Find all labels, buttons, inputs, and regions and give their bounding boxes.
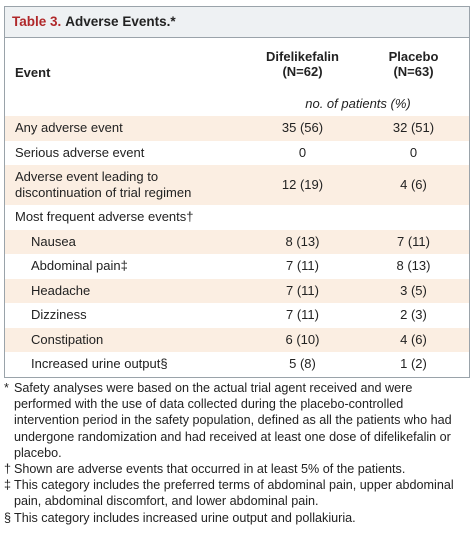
cell: 6 (10) xyxy=(247,327,358,352)
table-row: Most frequent adverse events† xyxy=(5,205,469,230)
row-label: Serious adverse event xyxy=(15,144,145,160)
group-name: Difelikefalin xyxy=(266,49,339,64)
footnote: ‡ This category includes the preferred te… xyxy=(4,477,470,509)
footnote-mark: † xyxy=(4,462,12,477)
footnote-mark: ‡ xyxy=(4,478,12,493)
group-n: (N=63) xyxy=(393,64,434,79)
cell: 8 (13) xyxy=(247,229,358,254)
cell: 7 (11) xyxy=(286,258,319,274)
empty-cell xyxy=(247,205,358,230)
row-label: Dizziness xyxy=(31,307,87,323)
table-label: Table 3. xyxy=(12,14,62,29)
units-cell: no. of patients (%) xyxy=(305,95,411,111)
units-row: no. of patients (%) xyxy=(5,90,469,116)
row-label: Headache xyxy=(5,278,247,303)
header-cell: Event xyxy=(5,38,247,90)
table-row: Dizziness 7 (11) 2 (3) xyxy=(5,303,469,328)
row-label: Abdominal pain‡ xyxy=(31,258,128,274)
group-n: (N=62) xyxy=(282,64,323,79)
cell: 5 (8) xyxy=(289,356,316,372)
footnote: * Safety analyses were based on the actua… xyxy=(4,380,470,461)
cell: 4 (6) xyxy=(358,165,469,205)
header-text: Event xyxy=(15,64,51,80)
cell: 3 (5) xyxy=(358,278,469,303)
table-row: Serious adverse event 0 0 xyxy=(5,141,469,166)
cell: 32 (51) xyxy=(358,116,469,141)
cell: 35 (56) xyxy=(247,116,358,141)
table: Event Difelikefalin (N=62) Placebo (N=63) no.… xyxy=(5,38,469,377)
header-cell: Placebo (N=63) xyxy=(358,38,469,90)
row-label: Constipation xyxy=(5,327,247,352)
footnote: † Shown are adverse events that occurred … xyxy=(4,461,470,477)
cell: 7 (11) xyxy=(358,229,469,254)
empty-cell xyxy=(358,205,469,230)
cell: 7 (11) xyxy=(247,278,358,303)
table-row: Increased urine output§ 5 (8) 1 (2) xyxy=(5,352,469,377)
footnotes: * Safety analyses were based on the actua… xyxy=(4,380,470,526)
table-row: Any adverse event 35 (56) 32 (51) xyxy=(5,116,469,141)
cell: 8 (13) xyxy=(396,258,431,274)
cell: 0 xyxy=(298,144,307,160)
row-label: Any adverse event xyxy=(5,116,247,141)
table-row: Adverse event leading to discontinuation… xyxy=(5,165,469,205)
table-frame: Table 3. Adverse Events.* Event Difelikefa… xyxy=(4,6,470,378)
table-row: Headache 7 (11) 3 (5) xyxy=(5,278,469,303)
row-label: Increased urine output§ xyxy=(31,356,168,372)
title-bar: Table 3. Adverse Events.* xyxy=(5,7,469,38)
cell: 7 (11) xyxy=(286,307,319,323)
footnote-text: Shown are adverse events that occurred i… xyxy=(14,462,406,477)
spacer xyxy=(5,90,247,116)
table-title: Adverse Events.* xyxy=(65,14,176,29)
cell: 0 xyxy=(409,144,418,160)
group-name: Placebo xyxy=(388,49,439,64)
footnote-text: This category includes the preferred ter… xyxy=(14,478,454,509)
cell: 4 (6) xyxy=(358,327,469,352)
footnote-mark: § xyxy=(4,510,12,525)
header-row: Event Difelikefalin (N=62) Placebo (N=63) xyxy=(5,38,469,90)
cell: 1 (2) xyxy=(400,356,427,372)
cell: 2 (3) xyxy=(400,307,427,323)
cell: 12 (19) xyxy=(247,165,358,205)
footnote: § This category includes increased urine … xyxy=(4,510,470,526)
row-label: Adverse event leading to discontinuation… xyxy=(5,165,247,205)
table-row: Nausea 8 (13) 7 (11) xyxy=(5,229,469,254)
row-label: Nausea xyxy=(5,229,247,254)
table-row: Abdominal pain‡ 7 (11) 8 (13) xyxy=(5,254,469,279)
footnote-text: This category includes increased urine o… xyxy=(14,510,356,525)
row-label: Most frequent adverse events† xyxy=(15,209,194,225)
table-row: Constipation 6 (10) 4 (6) xyxy=(5,327,469,352)
header-cell: Difelikefalin (N=62) xyxy=(247,38,358,90)
footnote-text: Safety analyses were based on the actual… xyxy=(14,381,452,460)
footnote-mark: * xyxy=(4,381,9,395)
